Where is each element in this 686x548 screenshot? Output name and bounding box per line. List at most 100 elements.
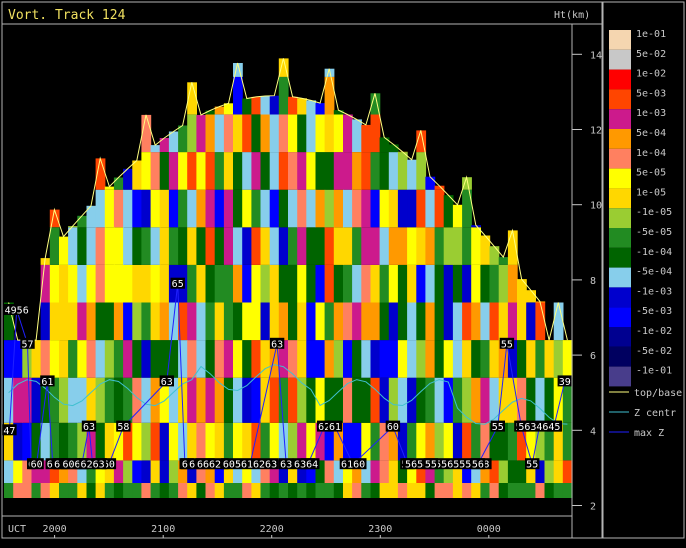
- vorticity-cell: [388, 340, 399, 378]
- vorticity-cell: [159, 189, 170, 228]
- max-z-label-bg: [180, 458, 189, 470]
- vorticity-cell: [361, 189, 372, 228]
- vorticity-cell: [22, 340, 33, 378]
- y-tick-label: 4: [590, 426, 596, 437]
- vorticity-cell: [159, 483, 170, 498]
- vorticity-cell: [324, 152, 335, 190]
- vorticity-cell: [443, 377, 454, 423]
- vorticity-cell: [361, 152, 372, 190]
- vorticity-cell: [443, 422, 454, 461]
- vorticity-cell: [132, 189, 143, 228]
- vorticity-cell: [333, 227, 344, 265]
- vorticity-cell: [214, 460, 225, 483]
- max-z-label: 55: [501, 339, 513, 350]
- vorticity-cell: [269, 483, 280, 498]
- vorticity-cell: [462, 460, 472, 483]
- vorticity-cell: [223, 227, 234, 265]
- vorticity-cell: [113, 264, 124, 303]
- vorticity-cell: [407, 302, 417, 341]
- vorticity-cell: [517, 279, 527, 303]
- vorticity-cell: [306, 483, 317, 498]
- plot-frame: [1, 1, 603, 539]
- legend-label: -5e-02: [636, 346, 672, 357]
- vorticity-cell: [278, 227, 289, 265]
- vorticity-cell: [324, 68, 335, 77]
- legend-label: 1e-04: [636, 148, 666, 159]
- vorticity-cell: [59, 302, 69, 341]
- vorticity-cell: [205, 302, 216, 341]
- vorticity-cell: [343, 114, 353, 153]
- max-z-label-bg: [3, 304, 31, 315]
- vorticity-cell: [343, 422, 353, 461]
- vorticity-cell: [86, 483, 97, 498]
- vorticity-cell: [352, 483, 362, 498]
- vorticity-cell: [370, 460, 381, 483]
- vorticity-cell: [306, 460, 317, 483]
- vorticity-cell: [86, 227, 97, 265]
- vorticity-cell: [269, 227, 280, 265]
- vorticity-cell: [104, 340, 115, 378]
- vorticity-cell: [315, 103, 326, 115]
- vorticity-cell: [379, 377, 390, 423]
- legend-label: 1e-01: [636, 29, 666, 40]
- vorticity-cell: [150, 302, 161, 341]
- max-z-label: 58: [117, 422, 129, 433]
- vorticity-cell: [315, 264, 326, 303]
- vorticity-cell: [49, 227, 60, 265]
- vorticity-cell: [269, 302, 280, 341]
- vorticity-cell: [168, 152, 179, 190]
- x-tick-label: 2100: [151, 524, 175, 535]
- vorticity-cell: [223, 103, 234, 115]
- vorticity-cell: [480, 235, 491, 265]
- vorticity-cell: [553, 340, 564, 378]
- vorticity-cell: [343, 189, 353, 228]
- vorticity-cell: [407, 264, 417, 303]
- vorticity-cell: [397, 152, 408, 190]
- y-axis-ticks: 2 4 6 8 10 12 14: [2, 24, 602, 538]
- vorticity-cell: [242, 340, 252, 378]
- y-tick-label: 6: [590, 351, 596, 362]
- vorticity-cell: [22, 483, 33, 498]
- vorticity-cell: [178, 483, 188, 498]
- max-z-label-bg: [20, 337, 35, 349]
- vorticity-cell: [434, 189, 445, 228]
- max-z-label-bg: [516, 420, 563, 432]
- vorticity-cell: [370, 114, 381, 153]
- vorticity-cell: [233, 114, 243, 153]
- vorticity-cell: [132, 422, 143, 461]
- vorticity-cell: [352, 189, 362, 228]
- vorticity-cell: [31, 377, 42, 423]
- vorticity-cell: [333, 460, 344, 483]
- vorticity-cell: [388, 227, 399, 265]
- vorticity-cell: [324, 227, 335, 265]
- vorticity-cell: [68, 340, 78, 378]
- vorticity-cell: [13, 483, 23, 498]
- max-z-label: 56545556555958: [405, 460, 489, 471]
- vorticity-cell: [443, 195, 454, 228]
- legend-swatch: [609, 208, 631, 228]
- vorticity-cell: [526, 460, 536, 483]
- vorticity-cell: [260, 302, 271, 341]
- vorticity-cell: [397, 302, 408, 341]
- vorticity-cell: [104, 460, 115, 483]
- vorticity-cell: [104, 227, 115, 265]
- max-z-label: 6062: [62, 460, 86, 471]
- vorticity-cell: [397, 422, 408, 461]
- vorticity-cell: [489, 246, 500, 265]
- vorticity-cell: [343, 227, 353, 265]
- vorticity-cell: [132, 340, 143, 378]
- vorticity-cell: [251, 114, 262, 153]
- vorticity-cell: [462, 264, 472, 303]
- vorticity-cell: [22, 422, 33, 461]
- vorticity-cell: [333, 110, 344, 115]
- vorticity-cell: [132, 460, 143, 483]
- vorticity-cell: [95, 377, 106, 423]
- vorticity-cell: [251, 302, 262, 341]
- max-z-label: 61: [54, 460, 66, 471]
- x-axis-ticks: 2000 2100 2200 2300 0000: [43, 524, 501, 538]
- vorticity-cell: [86, 205, 97, 228]
- vorticity-cell: [480, 460, 491, 483]
- vorticity-cell: [315, 340, 326, 378]
- max-z-label-bg: [40, 375, 55, 387]
- vorticity-cell: [352, 302, 362, 341]
